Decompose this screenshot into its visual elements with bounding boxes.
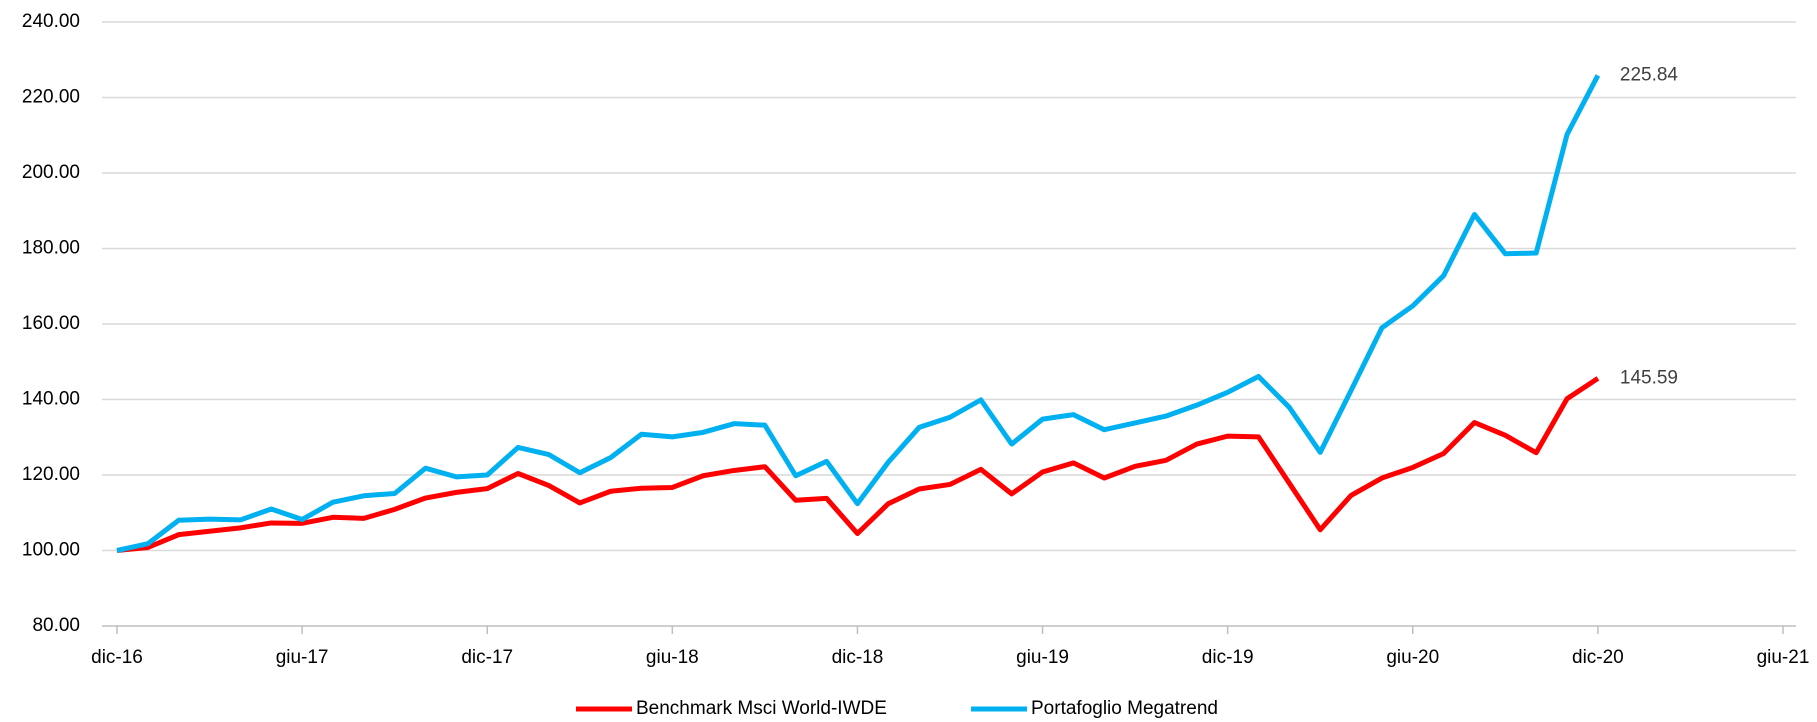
x-tick-label: dic-19: [1202, 647, 1254, 668]
y-tick-label: 160.00: [22, 313, 80, 334]
x-tick-label: dic-18: [832, 647, 884, 668]
end-label: 225.84: [1620, 64, 1679, 85]
y-tick-label: 80.00: [32, 615, 80, 636]
x-tick-label: dic-17: [461, 647, 513, 668]
y-tick-label: 120.00: [22, 464, 80, 485]
x-tick-label: giu-17: [276, 647, 329, 668]
line-series: [116, 376, 1600, 553]
line-series: [116, 74, 1601, 553]
x-tick-label: dic-16: [91, 647, 143, 668]
x-tick-label: giu-21: [1757, 647, 1810, 668]
y-tick-label: 220.00: [22, 87, 80, 108]
y-tick-label: 200.00: [22, 162, 80, 183]
y-tick-label: 240.00: [22, 11, 80, 32]
end-label: 145.59: [1620, 367, 1678, 388]
legend-label: Portafoglio Megatrend: [1031, 698, 1218, 719]
x-tick-label: giu-19: [1016, 647, 1069, 668]
y-tick-label: 180.00: [22, 238, 80, 259]
x-tick-label: giu-20: [1386, 647, 1439, 668]
legend-label: Benchmark Msci World-IWDE: [636, 698, 887, 719]
x-tick-label: giu-18: [646, 647, 699, 668]
y-tick-label: 140.00: [22, 389, 80, 410]
x-tick-label: dic-20: [1572, 647, 1624, 668]
y-tick-label: 100.00: [22, 540, 80, 561]
